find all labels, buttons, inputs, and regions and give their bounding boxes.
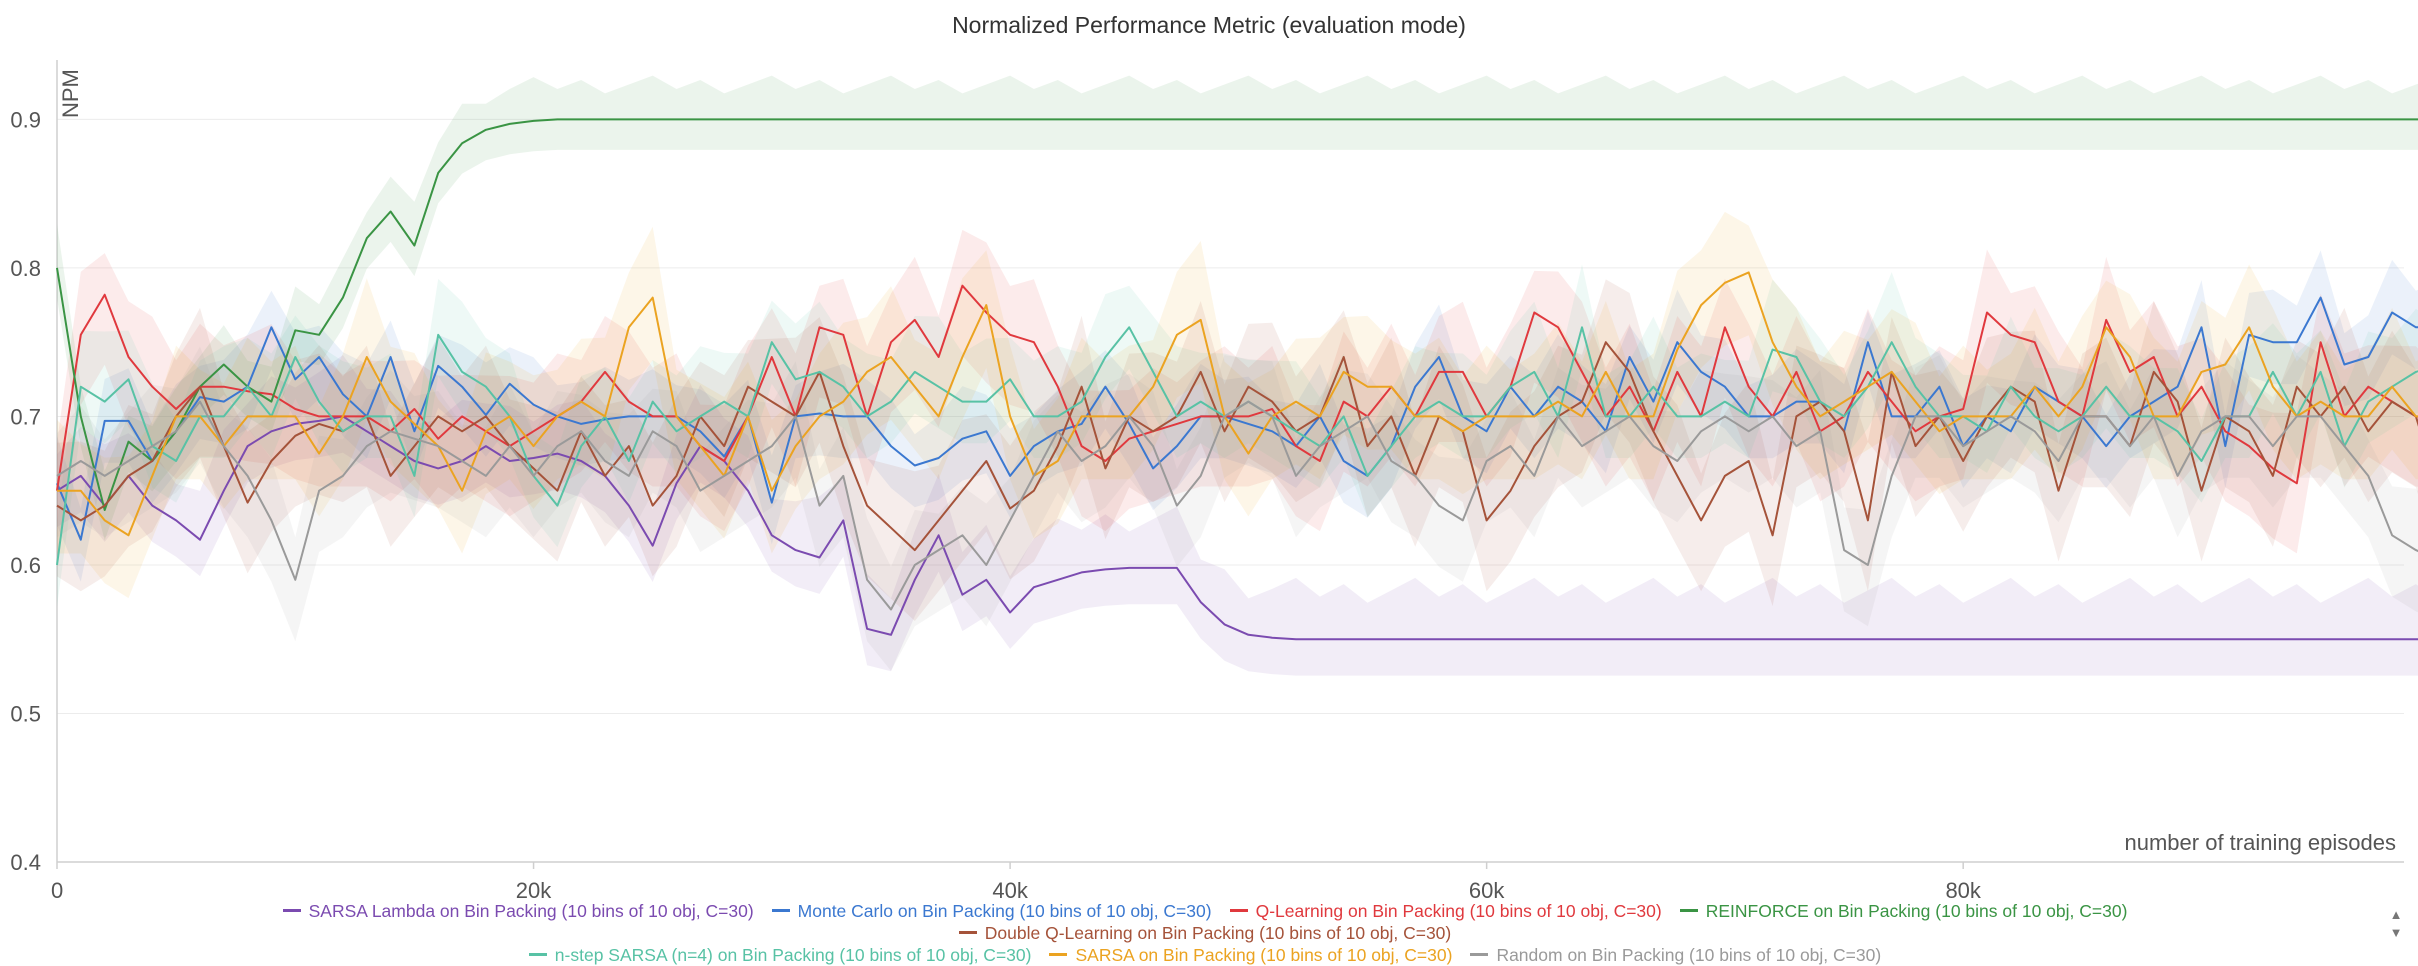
x-tick-label: 20k <box>516 878 552 900</box>
x-axis-label: number of training episodes <box>2125 830 2397 855</box>
y-axis-label: NPM <box>58 69 83 118</box>
series-line <box>56 284 2418 491</box>
chart-plot-area[interactable]: 0.4 0.5 0.6 0.7 0.8 0.9 0 20k 40k 60k 80k NPM number… <box>0 0 2418 900</box>
legend-item[interactable]: Q-Learning on Bin Packing (10 bins of 10… <box>1229 900 1662 922</box>
legend-label: Monte Carlo on Bin Packing (10 bins of 1… <box>797 901 1212 921</box>
scroll-down-icon[interactable]: ▼ <box>2389 925 2403 940</box>
legend-swatch <box>1470 952 1489 956</box>
legend-label: REINFORCE on Bin Packing (10 bins of 10 … <box>1705 901 2128 921</box>
scroll-up-icon[interactable]: ▲ <box>2389 907 2403 922</box>
legend-swatch <box>1229 908 1248 912</box>
legend-label: SARSA on Bin Packing (10 bins of 10 obj,… <box>1075 945 1453 965</box>
chart-title: Normalized Performance Metric (evaluatio… <box>952 12 1466 38</box>
legend-swatch <box>528 952 547 956</box>
legend-swatch <box>771 908 790 912</box>
legend-label: Double Q-Learning on Bin Packing (10 bin… <box>984 923 1452 943</box>
legend-swatch <box>282 908 301 912</box>
y-tick-label: 0.9 <box>10 107 41 132</box>
series-line <box>56 341 2418 552</box>
series-line <box>56 415 2418 641</box>
legend-swatch <box>1679 908 1698 912</box>
y-tick-label: 0.6 <box>10 553 41 578</box>
series-band <box>57 75 2418 541</box>
legend-item[interactable]: REINFORCE on Bin Packing (10 bins of 10 … <box>1679 900 2128 922</box>
legend-label: n-step SARSA (n=4) on Bin Packing (10 bi… <box>554 945 1032 965</box>
series-line <box>57 271 2418 537</box>
legend-label: SARSA Lambda on Bin Packing (10 bins of … <box>308 901 754 921</box>
legend-item[interactable]: SARSA on Bin Packing (10 bins of 10 obj,… <box>1049 944 1452 966</box>
legend-item[interactable]: n-step SARSA (n=4) on Bin Packing (10 bi… <box>528 944 1032 966</box>
y-tick-label: 0.4 <box>10 850 41 875</box>
legend-swatch <box>958 930 977 934</box>
legend: SARSA Lambda on Bin Packing (10 bins of … <box>40 900 2370 966</box>
series-band <box>57 229 2418 561</box>
legend-item[interactable]: Random on Bin Packing (10 bins of 10 obj… <box>1470 944 1881 966</box>
legend-row: SARSA Lambda on Bin Packing (10 bins of … <box>40 900 2370 944</box>
y-tick-label: 0.7 <box>10 404 41 429</box>
x-tick-label: 60k <box>1469 878 1505 900</box>
x-tick-label: 0 <box>51 878 63 900</box>
series-line <box>56 400 2418 611</box>
legend-item[interactable]: SARSA Lambda on Bin Packing (10 bins of … <box>282 900 754 922</box>
legend-swatch <box>1049 952 1068 956</box>
y-tick-label: 0.8 <box>10 256 41 281</box>
series-band <box>57 355 2418 676</box>
series-line <box>56 296 2418 541</box>
legend-item[interactable]: Double Q-Learning on Bin Packing (10 bin… <box>958 922 1452 944</box>
legend-item[interactable]: Monte Carlo on Bin Packing (10 bins of 1… <box>771 900 1212 922</box>
legend-row: n-step SARSA (n=4) on Bin Packing (10 bi… <box>40 944 2370 966</box>
legend-label: Random on Bin Packing (10 bins of 10 obj… <box>1496 945 1882 965</box>
y-tick-label: 0.5 <box>10 701 41 726</box>
x-tick-label: 40k <box>992 878 1028 900</box>
legend-label: Q-Learning on Bin Packing (10 bins of 10… <box>1255 901 1662 921</box>
legend-scroll[interactable]: ▲ ▼ <box>2386 906 2406 946</box>
series-line <box>56 118 2418 511</box>
x-tick-label: 80k <box>1945 878 1981 900</box>
